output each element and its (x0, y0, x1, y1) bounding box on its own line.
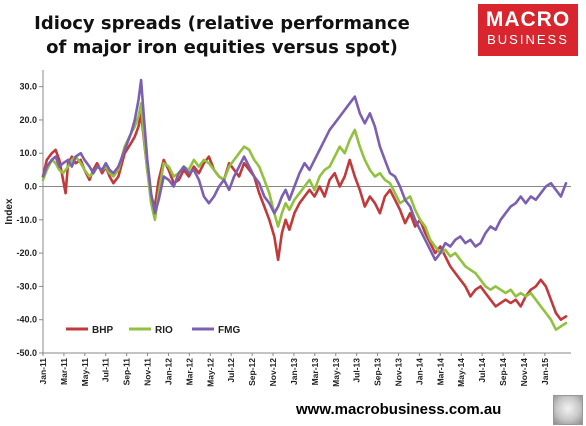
x-tick-label: Jul-12 (226, 358, 236, 383)
x-tick-label: Nov-11 (143, 358, 153, 386)
series-line-fmg (41, 78, 568, 262)
legend-label-bhp: BHP (92, 325, 113, 336)
x-tick-label: May-14 (456, 358, 466, 387)
title-line-2: of major iron equities versus spot) (46, 37, 398, 58)
x-tick-label: Mar-14 (435, 358, 445, 386)
x-tick-label: May-13 (331, 358, 341, 387)
y-tick-label: 20.0 (19, 115, 37, 125)
x-tick-label: Jan-14 (414, 358, 424, 385)
x-tick-label: Nov-13 (393, 358, 403, 387)
footer-url: www.macrobusiness.com.au (296, 401, 502, 418)
y-tick-label: 10.0 (19, 148, 37, 158)
x-tick-label: Jul-13 (352, 358, 362, 383)
y-tick-label: -30.0 (16, 281, 37, 291)
legend-label-rio: RIO (155, 325, 173, 336)
page-title: Idiocy spreads (relative performance of … (22, 12, 422, 60)
x-tick-label: Mar-11 (59, 358, 69, 385)
x-tick-label: May-12 (205, 358, 215, 387)
y-tick-label: -10.0 (16, 215, 37, 225)
x-tick-label: Jan-11 (38, 358, 48, 385)
x-tick-label: Jul-14 (477, 358, 487, 383)
y-axis-label: Index (4, 198, 15, 225)
x-tick-label: May-11 (80, 358, 90, 387)
x-tick-label: Sep-11 (122, 358, 132, 386)
x-tick-label: Sep-14 (498, 358, 508, 386)
x-tick-label: Jan-15 (540, 358, 550, 385)
legend-label-fmg: FMG (218, 325, 240, 336)
title-line-1: Idiocy spreads (relative performance (34, 13, 410, 34)
x-tick-label: Mar-12 (184, 358, 194, 386)
x-tick-label: Jan-13 (289, 358, 299, 385)
y-tick-label: -50.0 (16, 348, 37, 358)
y-tick-label: 30.0 (19, 82, 37, 92)
y-tick-label: -40.0 (16, 315, 37, 325)
series-line-bhp (41, 112, 568, 321)
logo-line-2: BUSINESS (487, 32, 569, 47)
y-tick-label: 0.0 (24, 182, 37, 192)
macrobusiness-logo: MACRO BUSINESS (478, 4, 578, 56)
x-tick-label: Nov-14 (519, 358, 529, 387)
x-tick-label: Jan-12 (163, 358, 173, 385)
x-tick-label: Jul-11 (101, 358, 111, 382)
wolf-logo-icon (553, 395, 583, 425)
y-tick-label: -20.0 (16, 248, 37, 258)
x-tick-label: Sep-12 (247, 358, 257, 386)
x-tick-label: Sep-13 (373, 358, 383, 386)
logo-line-1: MACRO (485, 8, 571, 31)
x-tick-label: Mar-13 (310, 358, 320, 386)
x-tick-label: Nov-12 (268, 358, 278, 387)
